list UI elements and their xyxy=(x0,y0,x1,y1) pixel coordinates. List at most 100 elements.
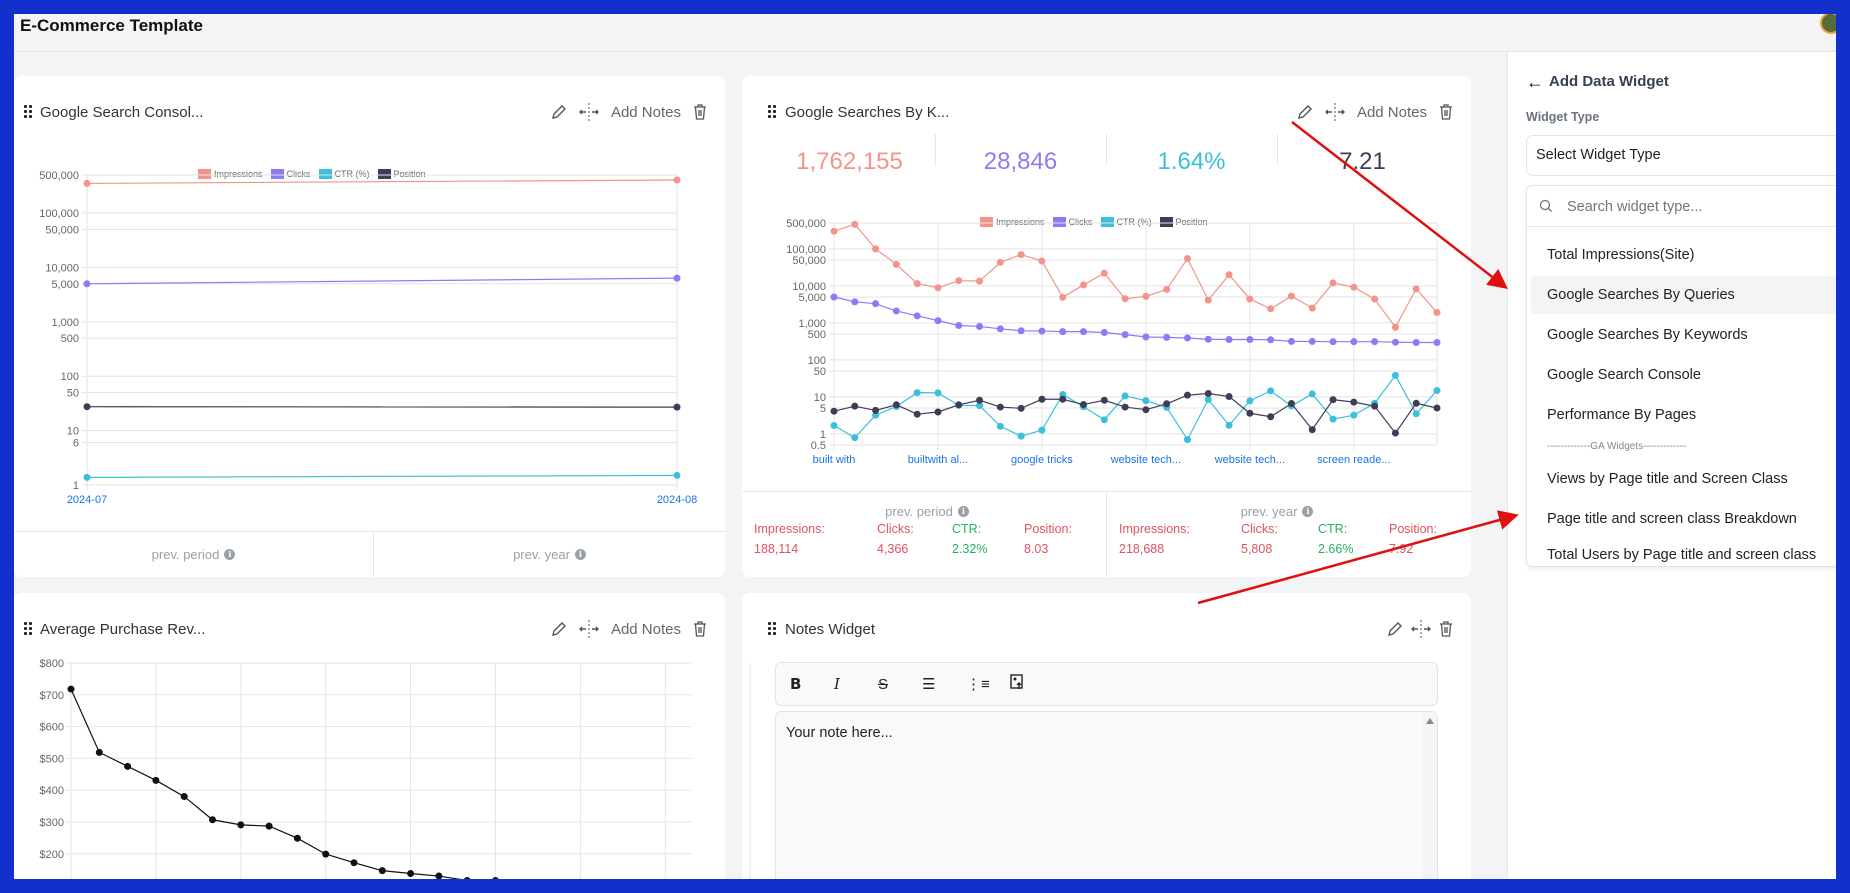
pencil-icon[interactable] xyxy=(551,104,567,120)
prev-year-ctr: 2.66% xyxy=(1318,542,1354,556)
trash-icon[interactable] xyxy=(693,621,707,637)
add-data-widget-panel: ← Add Data Widget Widget Type Select Wid… xyxy=(1507,52,1836,879)
arrow-left-icon[interactable]: ← xyxy=(1526,72,1544,92)
prev-year-clicks-label: Clicks: xyxy=(1241,522,1278,536)
prev-period-label: prev. period i xyxy=(152,547,236,562)
widget-notes: Notes Widget B I S ☰ ⋮≡ Your note here..… xyxy=(742,593,1471,879)
search-row xyxy=(1527,186,1836,227)
dropdown-item[interactable]: Views by Page title and Screen Class xyxy=(1547,471,1788,487)
prev-period-label: prev. period i xyxy=(842,504,1012,519)
prev-period-position: 8.03 xyxy=(1024,542,1049,556)
legend-impressions[interactable]: Impressions xyxy=(980,217,1045,227)
drag-handle-icon[interactable] xyxy=(24,622,32,636)
widget-footer: prev. period i prev. year i xyxy=(14,531,725,577)
avatar[interactable] xyxy=(1820,14,1836,34)
prev-period-ctr-label: CTR: xyxy=(952,522,982,536)
top-header: E-Commerce Template xyxy=(14,14,1836,52)
prev-year-label: prev. year i xyxy=(513,547,586,562)
prev-period-impressions: 188,114 xyxy=(754,542,799,556)
prev-period-clicks-label: Clicks: xyxy=(877,522,914,536)
prev-period-ctr: 2.32% xyxy=(952,542,988,556)
kpi-position: 7.21 xyxy=(1339,148,1386,175)
dropdown-item[interactable]: Google Searches By Keywords xyxy=(1547,327,1748,343)
prev-year-impressions-label: Impressions: xyxy=(1119,522,1190,536)
resize-horizontal-icon[interactable] xyxy=(1324,102,1345,122)
search-widget-input[interactable] xyxy=(1567,194,1836,220)
prev-period-position-label: Position: xyxy=(1024,522,1072,536)
trash-icon[interactable] xyxy=(693,104,707,120)
divider xyxy=(1106,134,1107,166)
legend-position[interactable]: Position xyxy=(1159,217,1208,227)
prev-period-clicks: 4,366 xyxy=(877,542,909,556)
add-notes-button[interactable]: Add Notes xyxy=(610,103,681,121)
chart-legend: Impressions Clicks CTR (%) Position xyxy=(198,169,426,179)
dashboard-page: E-Commerce Template Google Search Consol… xyxy=(14,14,1836,879)
trash-icon[interactable] xyxy=(1439,104,1453,120)
info-icon[interactable]: i xyxy=(574,549,586,560)
pencil-icon[interactable] xyxy=(1387,621,1403,637)
editor-toolbar: B I S ☰ ⋮≡ xyxy=(775,662,1438,706)
legend-clicks[interactable]: Clicks xyxy=(1052,217,1093,227)
drag-handle-icon[interactable] xyxy=(768,622,776,636)
drag-handle-icon[interactable] xyxy=(768,105,776,119)
widget-type-label: Widget Type xyxy=(1526,110,1600,124)
legend-clicks[interactable]: Clicks xyxy=(270,169,311,179)
legend-ctr[interactable]: CTR (%) xyxy=(318,169,370,179)
widget-title: Google Searches By K... xyxy=(785,104,950,121)
legend-position[interactable]: Position xyxy=(377,169,426,179)
add-notes-button[interactable]: Add Notes xyxy=(1356,103,1427,121)
widget-footer: prev. period i Impressions: 188,114 Click… xyxy=(742,491,1471,578)
resize-horizontal-icon[interactable] xyxy=(1411,619,1431,639)
widget-type-select[interactable]: Select Widget Type xyxy=(1526,135,1836,176)
trash-icon[interactable] xyxy=(1439,621,1453,637)
prev-year-position-label: Position: xyxy=(1389,522,1437,536)
prev-year-ctr-label: CTR: xyxy=(1318,522,1348,536)
italic-icon[interactable]: I xyxy=(834,675,840,693)
info-icon[interactable]: i xyxy=(1302,506,1314,517)
kpi-impressions: 1,762,155 xyxy=(796,148,903,175)
dropdown-item[interactable]: Performance By Pages xyxy=(1547,407,1697,423)
bullet-list-icon[interactable]: ☰ xyxy=(922,676,936,693)
image-upload-icon[interactable] xyxy=(1010,674,1028,694)
prev-year-impressions: 218,688 xyxy=(1119,542,1165,556)
prev-period-impressions-label: Impressions: xyxy=(754,522,825,536)
prev-year-label: prev. year i xyxy=(1192,504,1362,519)
pencil-icon[interactable] xyxy=(1297,104,1313,120)
dropdown-separator: -------------GA Widgets------------- xyxy=(1547,441,1687,452)
scrollbar[interactable] xyxy=(1423,712,1437,879)
widget-title: Notes Widget xyxy=(785,621,876,638)
page-title: E-Commerce Template xyxy=(20,16,203,35)
widget-title: Google Search Consol... xyxy=(40,104,204,121)
dropdown-item[interactable]: Total Impressions(Site) xyxy=(1547,247,1695,263)
widget-google-searches-by-keywords: Google Searches By K... Add Notes 1,762,… xyxy=(742,76,1471,578)
legend-impressions[interactable]: Impressions xyxy=(198,169,263,179)
divider xyxy=(935,134,936,166)
search-icon xyxy=(1539,199,1552,212)
widget-title: Average Purchase Rev... xyxy=(40,621,206,638)
note-placeholder: Your note here... xyxy=(786,725,893,741)
divider xyxy=(1277,134,1278,166)
pencil-icon[interactable] xyxy=(551,621,567,637)
numbered-list-icon[interactable]: ⋮≡ xyxy=(966,676,990,693)
kpi-ctr: 1.64% xyxy=(1157,148,1226,175)
panel-title: Add Data Widget xyxy=(1549,73,1669,90)
strikethrough-icon[interactable]: S xyxy=(878,675,889,693)
dropdown-item[interactable]: Google Search Console xyxy=(1547,367,1701,383)
resize-horizontal-icon[interactable] xyxy=(578,102,599,122)
chart-legend: Impressions Clicks CTR (%) Position xyxy=(980,217,1208,227)
info-icon[interactable]: i xyxy=(957,506,969,517)
note-editor[interactable]: Your note here... xyxy=(775,711,1438,879)
drag-handle-icon[interactable] xyxy=(24,105,32,119)
info-icon[interactable]: i xyxy=(224,549,236,560)
dropdown-item[interactable]: Page title and screen class Breakdown xyxy=(1547,511,1797,527)
dropdown-item[interactable]: Total Users by Page title and screen cla… xyxy=(1547,547,1817,563)
prev-year-clicks: 5,808 xyxy=(1241,542,1273,556)
bold-icon[interactable]: B xyxy=(790,675,802,693)
widget-average-purchase-revenue: Average Purchase Rev... Add Notes xyxy=(14,593,725,879)
resize-horizontal-icon[interactable] xyxy=(578,619,599,639)
kpi-clicks: 28,846 xyxy=(983,148,1058,175)
add-notes-button[interactable]: Add Notes xyxy=(610,620,681,638)
legend-ctr[interactable]: CTR (%) xyxy=(1100,217,1152,227)
widget-type-dropdown: Total Impressions(Site) Google Searches … xyxy=(1526,185,1836,567)
dropdown-item-highlighted[interactable]: Google Searches By Queries xyxy=(1531,276,1836,314)
